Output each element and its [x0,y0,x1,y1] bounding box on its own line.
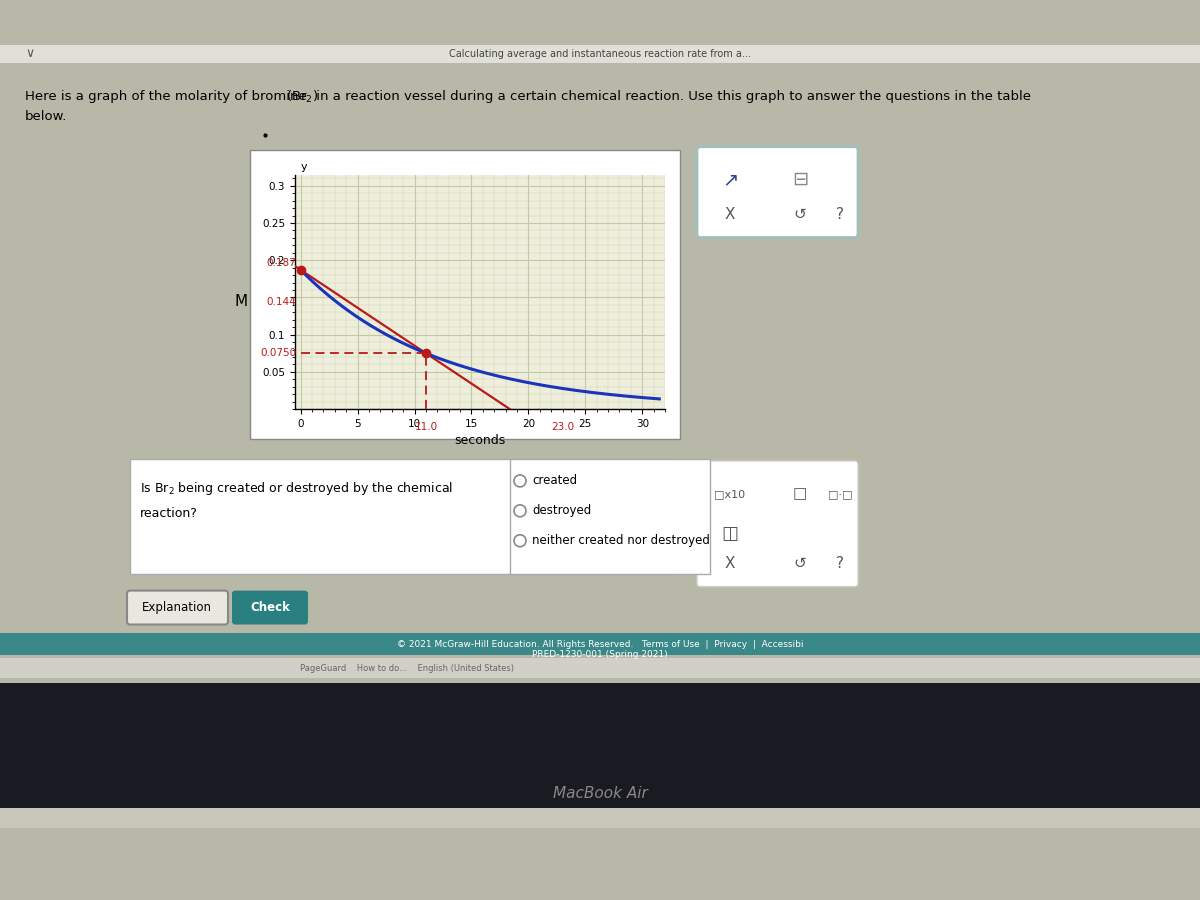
Text: □: □ [793,486,808,501]
Text: PRED-1230-001 (Spring 2021): PRED-1230-001 (Spring 2021) [532,650,668,659]
Text: □·□: □·□ [828,489,852,499]
X-axis label: seconds: seconds [455,435,505,447]
Text: Here is a graph of the molarity of bromine: Here is a graph of the molarity of bromi… [25,90,311,104]
FancyBboxPatch shape [510,459,710,573]
FancyBboxPatch shape [697,147,858,238]
FancyBboxPatch shape [127,590,228,625]
Text: below.: below. [25,111,67,123]
Circle shape [514,535,526,546]
FancyBboxPatch shape [697,461,858,587]
Text: destroyed: destroyed [532,504,592,518]
Text: 11.0: 11.0 [414,422,438,432]
Text: X: X [725,556,736,572]
Text: neither created nor destroyed: neither created nor destroyed [532,535,710,547]
Text: X: X [725,207,736,222]
Text: ⊟: ⊟ [792,170,808,189]
Text: 0.144: 0.144 [266,297,296,307]
Text: MacBook Air: MacBook Air [553,786,647,801]
Text: Calculating average and instantaneous reaction rate from a...: Calculating average and instantaneous re… [449,49,751,59]
Text: y: y [301,162,307,173]
FancyBboxPatch shape [232,590,308,625]
Text: ?: ? [836,556,844,572]
Text: 23.0: 23.0 [551,422,574,432]
Text: PageGuard    How to do...    English (United States): PageGuard How to do... English (United S… [300,664,514,673]
Text: $(\mathrm{Br}_2)$: $(\mathrm{Br}_2)$ [286,89,318,105]
Circle shape [514,475,526,487]
Text: ↺: ↺ [793,207,806,222]
FancyBboxPatch shape [0,659,1200,679]
Text: ↺: ↺ [793,556,806,572]
FancyBboxPatch shape [250,149,680,439]
Text: ◫: ◫ [721,525,738,543]
Text: created: created [532,474,577,488]
Text: in a reaction vessel during a certain chemical reaction. Use this graph to answe: in a reaction vessel during a certain ch… [312,90,1031,104]
Text: reaction?: reaction? [140,508,198,520]
FancyBboxPatch shape [130,459,670,573]
Text: © 2021 McGraw-Hill Education. All Rights Reserved.   Terms of Use  |  Privacy  |: © 2021 McGraw-Hill Education. All Rights… [397,640,803,649]
Text: Explanation: Explanation [142,601,212,614]
Text: 0.187: 0.187 [266,258,296,268]
Text: M: M [235,294,248,310]
Text: ?: ? [836,207,844,222]
FancyBboxPatch shape [0,634,1200,655]
Text: □x10: □x10 [714,489,745,499]
Text: 0.0750: 0.0750 [260,348,296,358]
FancyBboxPatch shape [0,45,1200,63]
Text: ↗: ↗ [722,170,738,189]
Text: ∨: ∨ [25,48,35,60]
Circle shape [514,505,526,517]
Text: Is $\mathrm{Br_2}$ being created or destroyed by the chemical: Is $\mathrm{Br_2}$ being created or dest… [140,481,454,498]
FancyBboxPatch shape [0,683,1200,828]
FancyBboxPatch shape [0,808,1200,828]
Text: Check: Check [250,601,290,614]
